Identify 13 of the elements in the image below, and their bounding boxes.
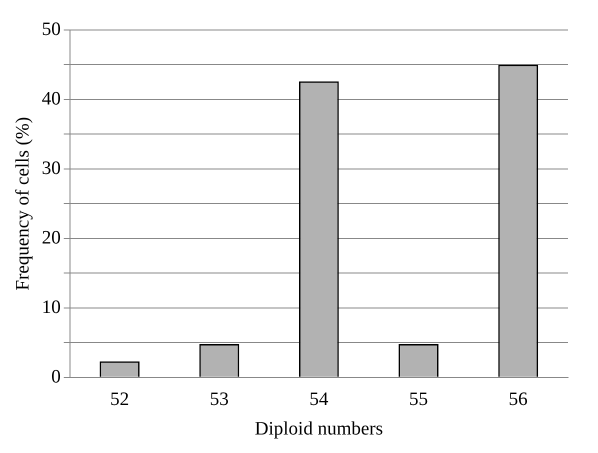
y-tick-label: 40 (42, 88, 61, 110)
x-tick-label: 56 (508, 388, 528, 410)
y-tick-label: 50 (42, 18, 61, 40)
y-tick-label: 0 (51, 366, 61, 388)
x-tick-label: 55 (409, 388, 428, 410)
x-axis-title: Diploid numbers (254, 418, 384, 440)
y-tick-label: 30 (42, 158, 61, 179)
x-tick-label: 52 (110, 388, 130, 410)
x-tick-label: 54 (309, 388, 329, 410)
y-tick-label: 10 (42, 296, 61, 318)
y-axis-title: Frequency of cells (%) (12, 116, 34, 290)
x-tick-label: 53 (210, 388, 229, 410)
y-tick-label: 20 (42, 227, 61, 248)
